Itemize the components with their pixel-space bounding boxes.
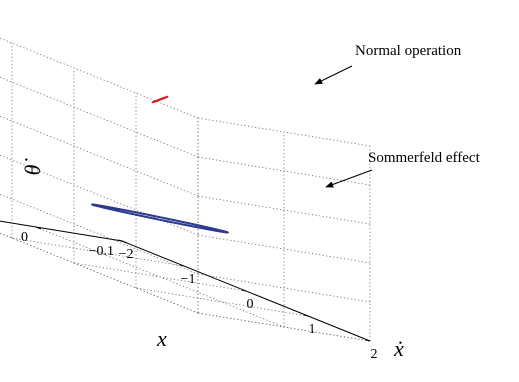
grid-line [197,234,371,264]
annotation-arrow-sommerfeld-effect [325,169,373,188]
series-normal-operation-curve [151,95,169,104]
tick-label-xdot: 2 [371,347,378,362]
annotation-label-normal-operation: Normal operation [355,43,462,59]
tick-mark-x [35,226,42,230]
series-sommerfeld-effect-curve [91,203,229,234]
tick-mark-xdot [303,314,309,317]
grid-line [197,117,371,147]
grid-line [0,154,199,236]
grid-line [0,193,199,275]
tick-mark-xdot [117,239,123,242]
tick-label-xdot: 1 [309,322,316,337]
grid-line [0,232,199,314]
tick-mark-x [121,240,128,244]
tick-mark-xdot [179,264,185,267]
axis-label-thetadot: θ̇ [20,158,45,176]
annotation-label-sommerfeld-effect: Sommerfeld effect [368,150,481,166]
axis-label-x: x [156,326,167,351]
grid-line [197,273,371,303]
annotation-sommerfeld-effect: Sommerfeld effect [325,150,481,188]
grid-line [0,76,199,158]
grid-line [0,37,199,119]
grid-line [197,195,371,225]
grid-line [0,232,199,314]
tick-label-xdot: 0 [247,297,254,312]
grid-line [0,220,123,242]
tick-label-x: −0.1 [89,244,114,259]
axis-line-x [0,220,123,242]
grid-line [197,156,371,186]
tick-mark-xdot [241,289,247,292]
grid [0,37,371,342]
grid-line [0,115,199,197]
grid-line [35,226,285,328]
tick-label-x: 0 [21,230,28,245]
annotation-arrow-normal-operation [314,65,353,85]
tick-label-xdot: −1 [181,272,196,287]
axis-label-xdot: ẋ [393,336,404,361]
tick-mark-xdot [365,339,371,342]
grid-line [135,287,309,317]
axes [0,220,371,342]
tick-label-xdot: −2 [119,247,134,262]
series-layer [91,95,229,234]
annotation-normal-operation: Normal operation [314,43,462,85]
grid-line [11,237,185,267]
